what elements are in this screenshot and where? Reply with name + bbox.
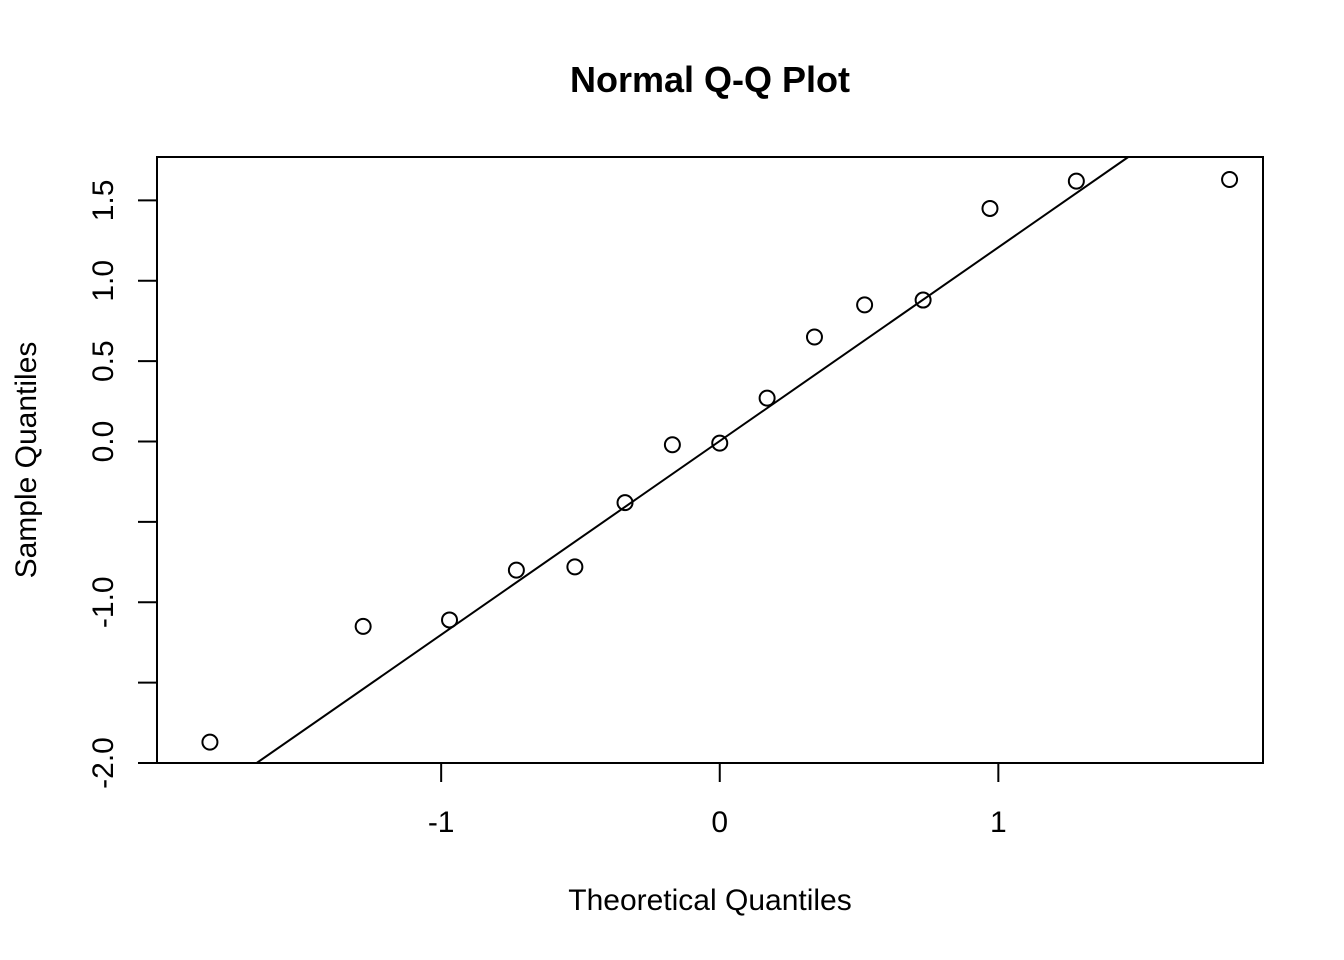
x-tick-label: 0 [711,806,728,839]
data-point [1067,172,1085,190]
y-tick-label: 0.5 [87,340,120,382]
y-tick-label: -1.0 [87,576,120,628]
reference-line-group [256,156,1129,764]
data-point [566,558,584,576]
data-point [441,611,459,629]
x-tick-label: 1 [990,806,1007,839]
x-axis: -1 0 1 [428,763,1007,839]
data-point [354,617,372,635]
plot-frame [156,156,1264,764]
data-points [201,171,1239,751]
y-tick-label: 1.0 [87,260,120,302]
data-point [1221,171,1239,189]
data-point [805,328,823,346]
data-point [201,733,219,751]
data-point [758,389,776,407]
x-tick-label: -1 [428,806,455,839]
data-point [616,494,634,512]
qq-reference-line [256,156,1129,764]
y-tick-label: 0.0 [87,421,120,463]
data-point [711,434,729,452]
data-point [856,296,874,314]
x-axis-label: Theoretical Quantiles [568,884,851,917]
y-axis-label: Sample Quantiles [10,342,43,579]
data-point [914,291,932,309]
data-point [981,199,999,217]
y-axis: -2.0 -1.0 0.0 0.5 1.0 1.5 [87,180,157,789]
data-point [507,561,525,579]
y-tick-label: 1.5 [87,180,120,222]
chart-title: Normal Q-Q Plot [570,59,850,100]
y-tick-label: -2.0 [87,737,120,789]
data-point [663,436,681,454]
